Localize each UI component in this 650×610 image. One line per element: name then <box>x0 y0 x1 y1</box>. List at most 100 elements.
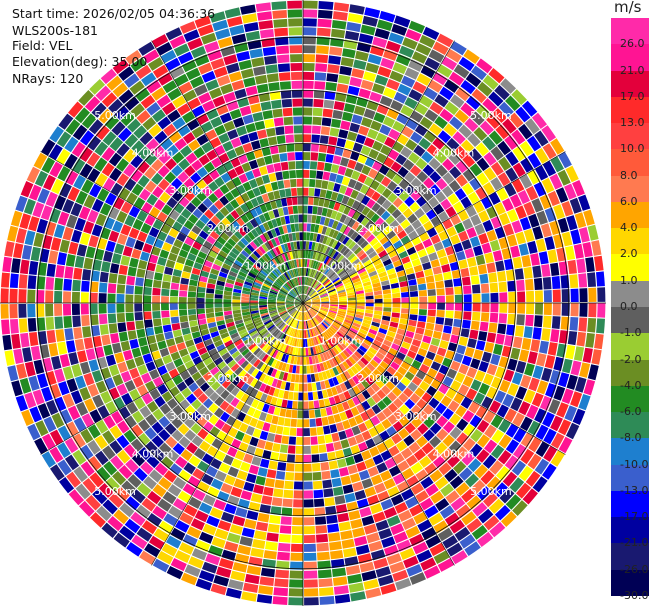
velocity-gate <box>390 161 402 173</box>
velocity-gate <box>167 484 182 497</box>
velocity-gate <box>453 278 462 287</box>
velocity-gate <box>435 280 445 289</box>
velocity-gate <box>252 428 262 438</box>
velocity-gate <box>382 407 393 418</box>
velocity-gate <box>549 173 563 190</box>
velocity-gate <box>156 42 173 56</box>
velocity-gate <box>221 217 231 227</box>
velocity-gate <box>271 287 279 292</box>
velocity-gate <box>206 361 217 371</box>
velocity-gate <box>312 304 320 307</box>
velocity-gate <box>308 401 315 410</box>
velocity-gate <box>196 113 209 126</box>
velocity-gate <box>303 303 306 311</box>
velocity-gate <box>158 416 171 428</box>
velocity-gate <box>138 447 152 461</box>
velocity-gate <box>178 249 189 259</box>
velocity-gate <box>217 361 227 370</box>
velocity-gate <box>297 187 303 196</box>
velocity-gate <box>331 240 339 249</box>
velocity-gate <box>312 337 317 346</box>
velocity-gate <box>112 82 128 98</box>
velocity-gate <box>418 214 430 225</box>
velocity-gate <box>354 317 363 322</box>
velocity-gate <box>335 422 345 432</box>
velocity-gate <box>240 192 250 203</box>
velocity-gate <box>518 349 530 362</box>
velocity-gate <box>138 259 148 270</box>
velocity-gate <box>343 370 352 380</box>
velocity-gate <box>116 303 125 313</box>
velocity-gate <box>476 58 493 74</box>
velocity-gate <box>578 194 591 211</box>
velocity-gate <box>213 188 224 199</box>
velocity-gate <box>446 368 458 379</box>
velocity-gate <box>168 228 179 238</box>
velocity-gate <box>512 336 523 349</box>
velocity-gate <box>160 49 177 64</box>
velocity-gate <box>125 358 137 370</box>
velocity-gate <box>15 228 27 244</box>
velocity-gate <box>142 117 157 131</box>
velocity-gate <box>45 317 55 330</box>
velocity-gate <box>15 395 28 412</box>
velocity-gate <box>63 303 72 316</box>
velocity-gate <box>497 271 507 282</box>
velocity-gate <box>151 172 164 185</box>
velocity-gate <box>203 338 213 347</box>
velocity-gate <box>141 392 154 405</box>
velocity-gate <box>415 270 425 279</box>
velocity-gate <box>387 414 398 425</box>
velocity-gate <box>348 388 357 398</box>
velocity-gate <box>341 259 349 267</box>
velocity-gate <box>28 216 40 232</box>
velocity-gate <box>120 112 135 127</box>
velocity-gate <box>361 165 371 176</box>
velocity-gate <box>273 268 281 277</box>
velocity-gate <box>314 251 320 261</box>
velocity-gate <box>338 329 346 337</box>
velocity-gate <box>356 213 366 224</box>
velocity-gate <box>312 233 318 242</box>
velocity-gate <box>322 352 329 361</box>
velocity-gate <box>137 482 152 497</box>
velocity-gate <box>300 303 303 311</box>
velocity-gate <box>244 351 253 360</box>
velocity-gate <box>51 178 64 195</box>
velocity-gate <box>205 303 214 309</box>
velocity-gate <box>297 286 301 294</box>
velocity-gate <box>396 539 412 552</box>
velocity-gate <box>231 80 245 91</box>
velocity-gate <box>432 72 448 86</box>
azimuth-spoke <box>302 151 566 304</box>
velocity-gate <box>469 443 483 457</box>
velocity-gate <box>157 256 167 266</box>
velocity-gate <box>317 287 325 293</box>
velocity-gate <box>483 410 496 424</box>
velocity-gate <box>361 195 371 206</box>
velocity-gate <box>208 181 219 192</box>
velocity-gate <box>310 328 314 337</box>
velocity-gate <box>269 91 281 101</box>
velocity-gate <box>365 376 375 386</box>
velocity-gate <box>382 258 392 267</box>
velocity-gate <box>324 90 336 100</box>
velocity-gate <box>320 294 329 299</box>
velocity-gate <box>281 313 289 320</box>
velocity-gate <box>476 172 489 186</box>
velocity-gate <box>362 15 378 27</box>
velocity-gate <box>220 232 230 241</box>
velocity-gate <box>408 365 419 376</box>
velocity-gate <box>307 347 312 356</box>
velocity-gate <box>475 186 488 200</box>
velocity-gate <box>502 118 517 134</box>
velocity-gate <box>444 468 458 483</box>
velocity-gate <box>303 300 311 303</box>
velocity-gate <box>304 321 306 330</box>
velocity-gate <box>263 486 274 497</box>
velocity-gate <box>508 112 524 128</box>
velocity-gate <box>361 322 371 329</box>
velocity-gate <box>437 303 445 310</box>
velocity-gate <box>312 300 321 302</box>
velocity-gate <box>230 199 240 209</box>
